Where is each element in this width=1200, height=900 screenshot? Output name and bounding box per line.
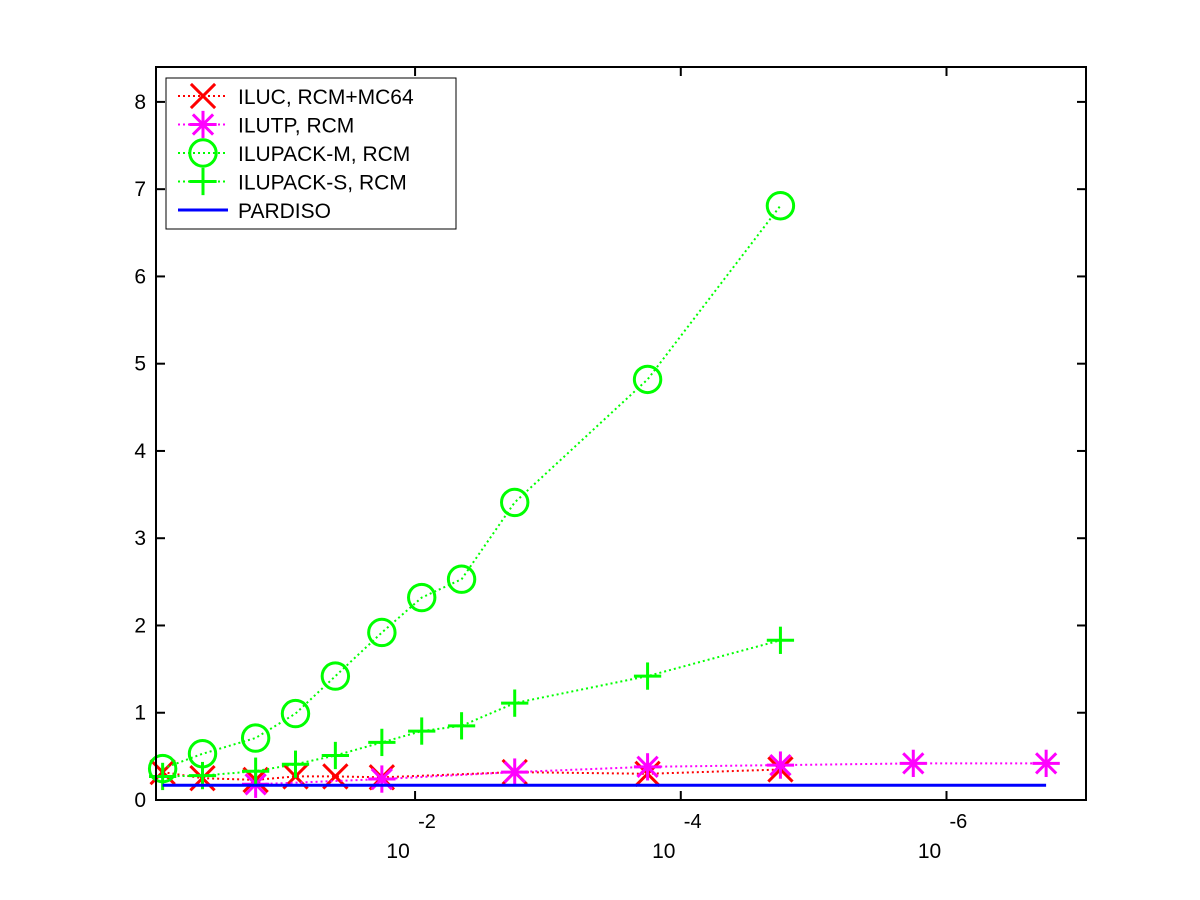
data-point-ilupack-s-rcm-2 [242, 757, 270, 785]
data-point-ilupack-m-rcm-9 [632, 364, 663, 395]
y-tick-label: 6 [134, 265, 146, 288]
x-tick-exponent: -4 [684, 811, 702, 833]
legend-swatch-marker [189, 82, 217, 110]
data-point-ilutp-rcm-3 [633, 753, 662, 781]
marker-stroke [1034, 752, 1058, 775]
data-point-ilupack-m-rcm-4 [320, 661, 351, 691]
data-point-ilupack-s-rcm-3 [281, 750, 310, 778]
legend-swatch-marker [188, 138, 218, 168]
legend-label: ILUTP, RCM [238, 115, 354, 138]
marker-stroke [320, 661, 351, 691]
legend-entry-iluc-rcm-mc64: ILUC, RCM+MC64 [178, 82, 414, 110]
y-tick-label: 1 [134, 702, 146, 725]
data-point-ilupack-s-rcm-8 [501, 689, 529, 717]
data-point-ilutp-rcm-4 [766, 751, 795, 779]
x-tick-base: 10 [652, 840, 675, 863]
x-tick-base: 10 [386, 840, 409, 863]
data-point-ilutp-rcm-5 [899, 749, 927, 777]
marker-stroke [446, 564, 477, 594]
legend-entry-pardiso: PARDISO [178, 200, 331, 223]
y-tick-label: 4 [134, 440, 146, 463]
legend-label: ILUPACK-M, RCM [238, 143, 410, 166]
legend-entry-ilupack-s-rcm: ILUPACK-S, RCM [178, 167, 407, 196]
marker-stroke [636, 755, 659, 778]
legend: ILUC, RCM+MC64 ILUTP, RCM ILUPACK-M, RCM IL… [165, 77, 457, 230]
marker-stroke [500, 487, 530, 518]
legend-label: ILUPACK-S, RCM [238, 172, 407, 195]
data-point-ilupack-m-rcm-5 [367, 617, 397, 648]
marker-stroke [189, 82, 217, 110]
data-point-ilupack-m-rcm-7 [446, 564, 477, 594]
marker-stroke [902, 752, 925, 775]
data-point-ilutp-rcm-2 [501, 758, 529, 786]
y-tick-label: 0 [134, 789, 146, 812]
marker-stroke [191, 113, 215, 136]
data-point-ilupack-m-rcm-8 [500, 487, 530, 518]
y-tick-label: 3 [134, 527, 146, 550]
data-point-ilupack-m-rcm-10 [765, 191, 796, 221]
y-tick-label: 5 [134, 353, 146, 376]
marker-stroke [503, 760, 526, 784]
plot-series-layer [147, 191, 1060, 798]
marker-stroke [765, 191, 796, 221]
data-point-ilupack-m-rcm-6 [407, 582, 437, 613]
data-point-ilupack-s-rcm-10 [766, 626, 795, 654]
legend-label: PARDISO [238, 200, 331, 223]
y-tick-label: 2 [134, 614, 146, 637]
legend-swatch-marker [189, 110, 217, 139]
series-line-ilupack-s-rcm [162, 639, 781, 778]
series-ilupack-s-rcm [149, 626, 795, 791]
data-point-ilupack-m-rcm-2 [240, 723, 271, 753]
marker-stroke [769, 753, 792, 777]
axes-frame [155, 66, 1087, 801]
marker-stroke [188, 138, 218, 168]
data-point-ilupack-s-rcm-4 [321, 741, 349, 770]
marker-stroke [407, 582, 437, 613]
data-point-ilupack-s-rcm-7 [447, 712, 476, 740]
data-point-ilupack-s-rcm-5 [368, 728, 396, 757]
legend-label: ILUC, RCM+MC64 [238, 86, 414, 109]
data-point-ilutp-rcm-1 [368, 765, 396, 793]
data-point-ilupack-s-rcm-9 [633, 662, 662, 690]
marker-stroke [367, 617, 397, 648]
legend-swatch-marker [189, 167, 217, 196]
x-tick-exponent: -6 [950, 811, 968, 833]
data-point-ilutp-rcm-6 [1032, 749, 1060, 777]
legend-entry-ilupack-m-rcm: ILUPACK-M, RCM [178, 138, 410, 168]
marker-stroke [240, 723, 271, 753]
marker-stroke [280, 698, 311, 729]
y-tick-label: 8 [134, 91, 146, 114]
x-tick-exponent: -2 [418, 811, 436, 833]
y-tick-label: 7 [134, 178, 146, 201]
tick-layer: 0 1 2 3 4 5 6 7 8 -2 10 -4 10 -6 10 [134, 67, 1086, 863]
marker-stroke [632, 364, 663, 395]
data-point-ilupack-m-rcm-3 [280, 698, 311, 729]
data-point-ilupack-s-rcm-6 [408, 717, 436, 745]
series-line-iluc-rcm-mc64 [162, 768, 781, 781]
x-tick-base: 10 [918, 840, 941, 863]
legend-entry-ilutp-rcm: ILUTP, RCM [178, 110, 354, 139]
